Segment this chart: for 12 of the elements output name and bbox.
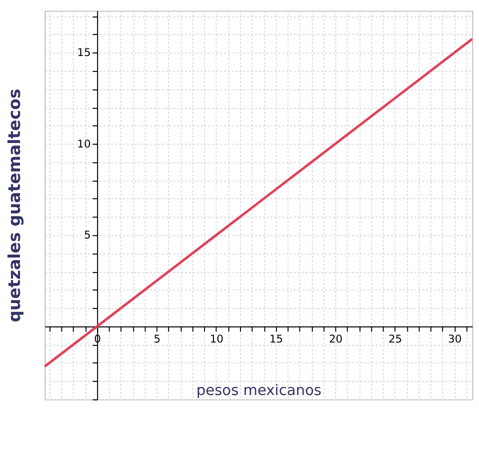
x-tick-label: 15 — [269, 332, 283, 346]
x-tick-label: 20 — [328, 332, 343, 346]
line-series — [43, 38, 474, 368]
x-tick-label: 5 — [154, 332, 161, 346]
x-tick-label: 25 — [388, 332, 402, 346]
x-tick-label: 30 — [448, 332, 462, 346]
y-tick-label: 5 — [84, 228, 91, 242]
y-axis-title: quetzales guatemaltecos — [4, 88, 24, 322]
y-tick-label: 10 — [77, 137, 91, 150]
y-tick-label: 15 — [77, 46, 91, 60]
x-tick-label: 10 — [210, 332, 224, 346]
x-axis-title: pesos mexicanos — [196, 382, 322, 399]
